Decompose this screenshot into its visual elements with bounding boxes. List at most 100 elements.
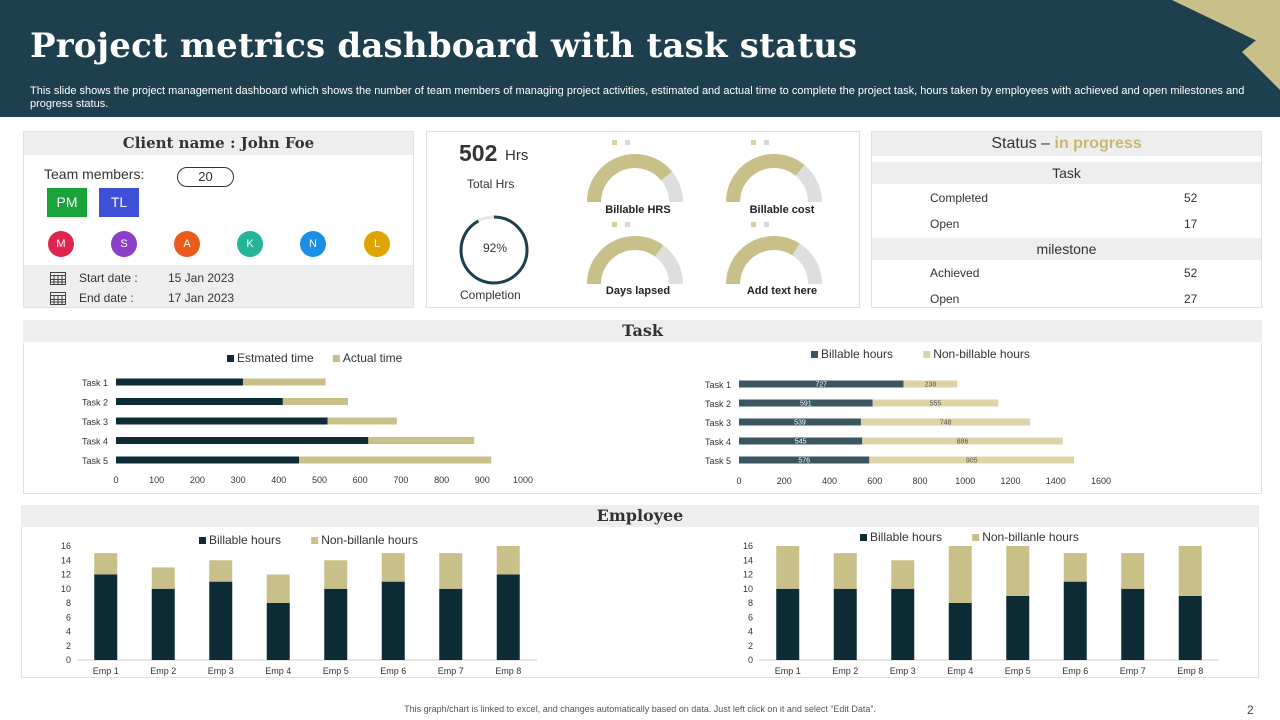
bar-segment <box>776 588 800 660</box>
y-tick-label: 12 <box>743 570 753 580</box>
gauge-label: Days lapsed <box>605 285 671 297</box>
member-avatar: L <box>364 231 390 257</box>
bar-segment <box>242 378 326 386</box>
category-label: Emp 3 <box>890 666 916 676</box>
bar-segment <box>1121 588 1145 660</box>
legend-swatch <box>860 534 867 541</box>
x-tick-label: 1000 <box>513 475 533 485</box>
bar-segment <box>299 456 492 464</box>
x-tick-label: 400 <box>822 476 837 486</box>
category-label: Emp 5 <box>323 666 349 676</box>
legend-marker <box>612 140 617 145</box>
gauge-fill <box>726 236 800 285</box>
completion-label: Completion <box>460 288 521 302</box>
bar-segment <box>266 603 290 660</box>
y-tick-label: 6 <box>66 612 71 622</box>
category-label: Emp 1 <box>93 666 119 676</box>
bar-segment <box>324 560 348 589</box>
bar-segment <box>496 574 520 660</box>
data-label: 886 <box>957 439 969 446</box>
legend-label: Non-billanle hours <box>321 533 418 547</box>
category-label: Emp 2 <box>832 666 858 676</box>
y-tick-label: 14 <box>743 555 753 565</box>
member-avatar: M <box>48 231 74 257</box>
bar-segment <box>209 560 233 582</box>
task-charts-panel: Estmated time Actual time Task 1 Task 2 Task… <box>23 343 1262 494</box>
legend-swatch <box>199 537 206 544</box>
days-lapsed-gauge <box>587 222 683 285</box>
bar-segment <box>833 553 857 589</box>
client-name: Client name : John Foe <box>24 132 413 155</box>
x-tick-label: 200 <box>777 476 792 486</box>
data-label: 555 <box>930 401 942 408</box>
category-label: Emp 6 <box>1062 666 1088 676</box>
bar-segment <box>439 553 463 589</box>
status-row: Open 17 <box>930 217 1198 231</box>
header-banner: Project metrics dashboard with task stat… <box>0 0 1280 117</box>
category-label: Emp 4 <box>947 666 973 676</box>
category-label: Task 1 <box>82 378 108 388</box>
gauge-label: Billable cost <box>749 204 815 216</box>
bar-segment <box>1121 553 1145 589</box>
start-date-row: Start date : 15 Jan 2023 <box>24 269 413 287</box>
bar-segment <box>891 560 915 589</box>
data-label: 905 <box>966 458 978 465</box>
gauge-label: Add text here <box>746 285 818 297</box>
category-label: Task 4 <box>705 437 731 447</box>
legend-label: Billable hours <box>209 533 281 547</box>
y-tick-label: 0 <box>66 655 71 665</box>
legend-marker <box>625 140 630 145</box>
legend-marker <box>625 222 630 227</box>
category-label: Task 3 <box>705 418 731 428</box>
legend-label: Billable hours <box>821 347 893 361</box>
calendar-icon <box>50 292 66 305</box>
hours-panel: 502 Hrs Total Hrs 92% Completion Billabl… <box>426 131 860 308</box>
x-tick-label: 0 <box>736 476 741 486</box>
y-tick-label: 14 <box>61 555 71 565</box>
bar-segment <box>776 546 800 589</box>
bar-segment <box>116 378 243 386</box>
category-label: Emp 2 <box>150 666 176 676</box>
bar-segment <box>439 588 463 660</box>
gauge-label: Billable HRS <box>605 204 671 216</box>
legend-marker <box>764 222 769 227</box>
bar-segment <box>869 456 1075 464</box>
team-members-count: 20 <box>177 167 234 187</box>
member-avatar: K <box>237 231 263 257</box>
x-tick-label: 700 <box>393 475 408 485</box>
bar-segment <box>327 417 397 425</box>
page-number: 2 <box>1247 703 1254 717</box>
y-tick-label: 16 <box>61 541 71 551</box>
y-tick-label: 2 <box>66 641 71 651</box>
x-tick-label: 0 <box>113 475 118 485</box>
estimated-vs-actual-chart: Estmated time Actual time Task 1 Task 2 Task… <box>82 351 533 485</box>
total-hours-value: 502 <box>459 140 498 166</box>
corner-decoration <box>1172 0 1280 90</box>
y-tick-label: 10 <box>743 584 753 594</box>
bar-segment <box>739 380 904 388</box>
category-label: Task 3 <box>82 417 108 427</box>
employee-hours-chart-2: Billable hours Non-billanle hours 0 2 4 6 8 10 1… <box>743 530 1219 676</box>
bar-segment <box>1178 546 1202 596</box>
bar-segment <box>739 399 873 407</box>
x-tick-label: 1000 <box>955 476 975 486</box>
project-dates: Start date : 15 Jan 2023 End date : 17 J… <box>24 265 413 307</box>
status-panel: Status – in progress Task Completed 52 Op… <box>871 131 1262 308</box>
legend-swatch <box>227 355 234 362</box>
completion-ring <box>459 215 529 285</box>
x-tick-label: 600 <box>353 475 368 485</box>
bar-segment <box>266 574 290 603</box>
bar-segment <box>739 418 861 426</box>
gauge-fill <box>587 154 672 203</box>
team-members-label: Team members: <box>44 166 145 182</box>
legend-swatch <box>311 537 319 544</box>
bar-segment <box>903 380 958 388</box>
category-label: Task 2 <box>82 398 108 408</box>
calendar-icon <box>50 272 66 285</box>
y-tick-label: 2 <box>748 641 753 651</box>
start-date-label: Start date : <box>79 271 138 285</box>
billable-cost-gauge <box>726 140 822 203</box>
completion-ring-arc <box>459 215 529 285</box>
category-label: Emp 3 <box>208 666 234 676</box>
category-label: Emp 8 <box>495 666 521 676</box>
